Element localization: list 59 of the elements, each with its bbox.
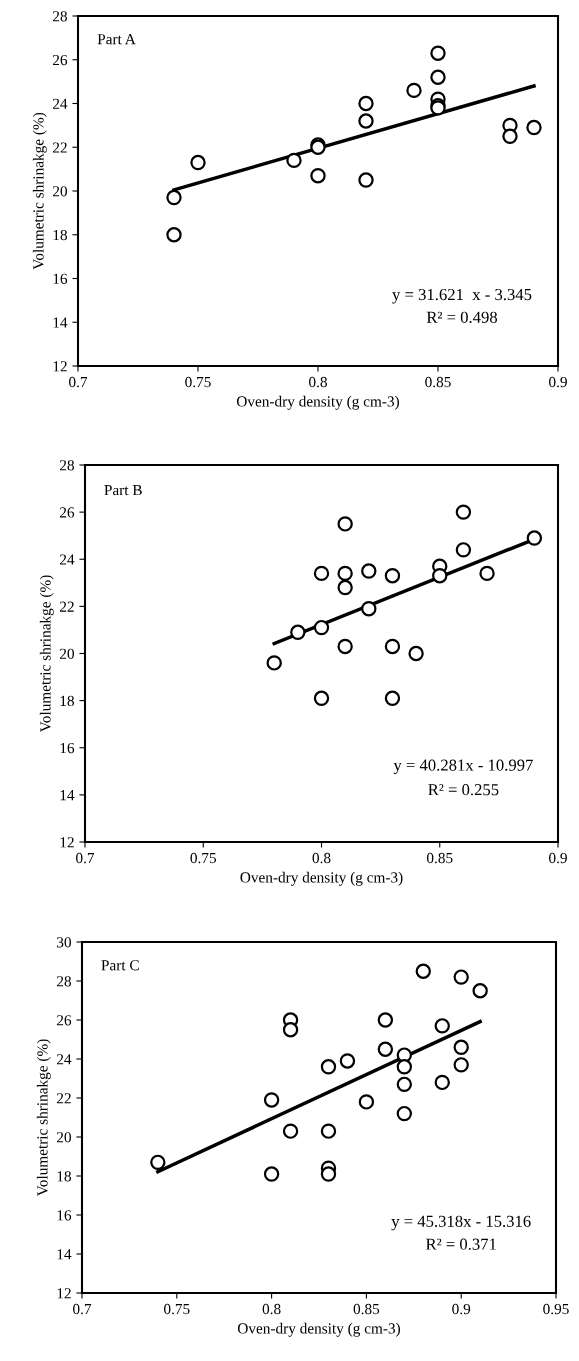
- y-tick-label: 22: [52, 142, 67, 153]
- x-tick-label: 0.9: [549, 376, 567, 388]
- y-tick-label: 28: [52, 11, 67, 22]
- y-tick-label: 14: [60, 790, 75, 801]
- x-tick-label: 0.8: [312, 852, 331, 864]
- y-tick-label: 28: [56, 976, 71, 987]
- annotation: R² = 0.498: [426, 311, 498, 323]
- y-tick-label: 26: [52, 54, 68, 66]
- x-tick-label: 0.95: [543, 1303, 569, 1315]
- y-tick-label: 20: [59, 648, 74, 659]
- y-axis-title: Volumetric shrinakge (%): [32, 112, 47, 270]
- x-axis-title: Oven-dry density (g cm-3): [240, 871, 403, 886]
- y-tick-label: 26: [59, 507, 75, 518]
- y-tick-label: 16: [53, 273, 68, 284]
- x-tick-label: 0.7: [69, 376, 88, 388]
- x-tick-label: 0.8: [262, 1303, 281, 1315]
- y-tick-label: 12: [53, 361, 67, 372]
- y-tick-label: 18: [60, 695, 74, 707]
- y-tick-label: 24: [59, 554, 75, 565]
- x-tick-label: 0.85: [353, 1303, 380, 1315]
- annotation: Part C: [101, 960, 139, 971]
- y-tick-label: 30: [57, 937, 71, 948]
- y-tick-label: 12: [57, 1288, 71, 1299]
- annotation: Part B: [104, 485, 142, 496]
- y-tick-label: 18: [57, 1171, 71, 1182]
- y-tick-label: 14: [53, 317, 68, 328]
- x-tick-label: 0.7: [73, 1303, 92, 1315]
- y-tick-label: 24: [52, 98, 68, 109]
- annotation: y = 45.318x - 15.316: [391, 1215, 531, 1231]
- x-axis-title: Oven-dry density (g cm-3): [237, 1322, 400, 1337]
- y-tick-label: 16: [60, 742, 75, 754]
- y-tick-label: 18: [53, 229, 67, 241]
- x-tick-label: 0.75: [190, 852, 217, 864]
- y-tick-label: 26: [56, 1015, 72, 1026]
- x-tick-label: 0.9: [452, 1303, 471, 1315]
- y-tick-label: 20: [52, 186, 67, 197]
- x-tick-label: 0.8: [309, 376, 327, 388]
- annotation: R² = 0.255: [428, 784, 499, 796]
- annotation: y = 31.621 x - 3.345: [392, 288, 532, 304]
- y-tick-label: 24: [56, 1054, 72, 1065]
- y-axis-title: Volumetric shrinakge (%): [39, 575, 54, 733]
- y-tick-label: 12: [60, 837, 74, 848]
- x-tick-label: 0.85: [426, 852, 453, 864]
- x-tick-label: 0.75: [164, 1303, 190, 1315]
- x-axis-title: Oven-dry density (g cm-3): [236, 395, 399, 410]
- x-tick-label: 0.7: [76, 852, 95, 864]
- x-tick-label: 0.9: [549, 852, 567, 864]
- y-tick-label: 22: [56, 1093, 71, 1104]
- y-tick-label: 14: [57, 1249, 72, 1260]
- annotation: R² = 0.371: [426, 1238, 496, 1250]
- x-tick-label: 0.85: [425, 376, 451, 388]
- y-tick-label: 16: [57, 1210, 72, 1221]
- annotation: Part A: [97, 34, 136, 45]
- y-tick-label: 28: [59, 460, 74, 471]
- y-tick-label: 20: [56, 1132, 71, 1143]
- y-tick-label: 22: [59, 601, 74, 612]
- y-axis-title: Volumetric shrinakge (%): [36, 1039, 51, 1197]
- x-tick-label: 0.75: [185, 376, 211, 388]
- annotation: y = 40.281x - 10.997: [393, 759, 533, 775]
